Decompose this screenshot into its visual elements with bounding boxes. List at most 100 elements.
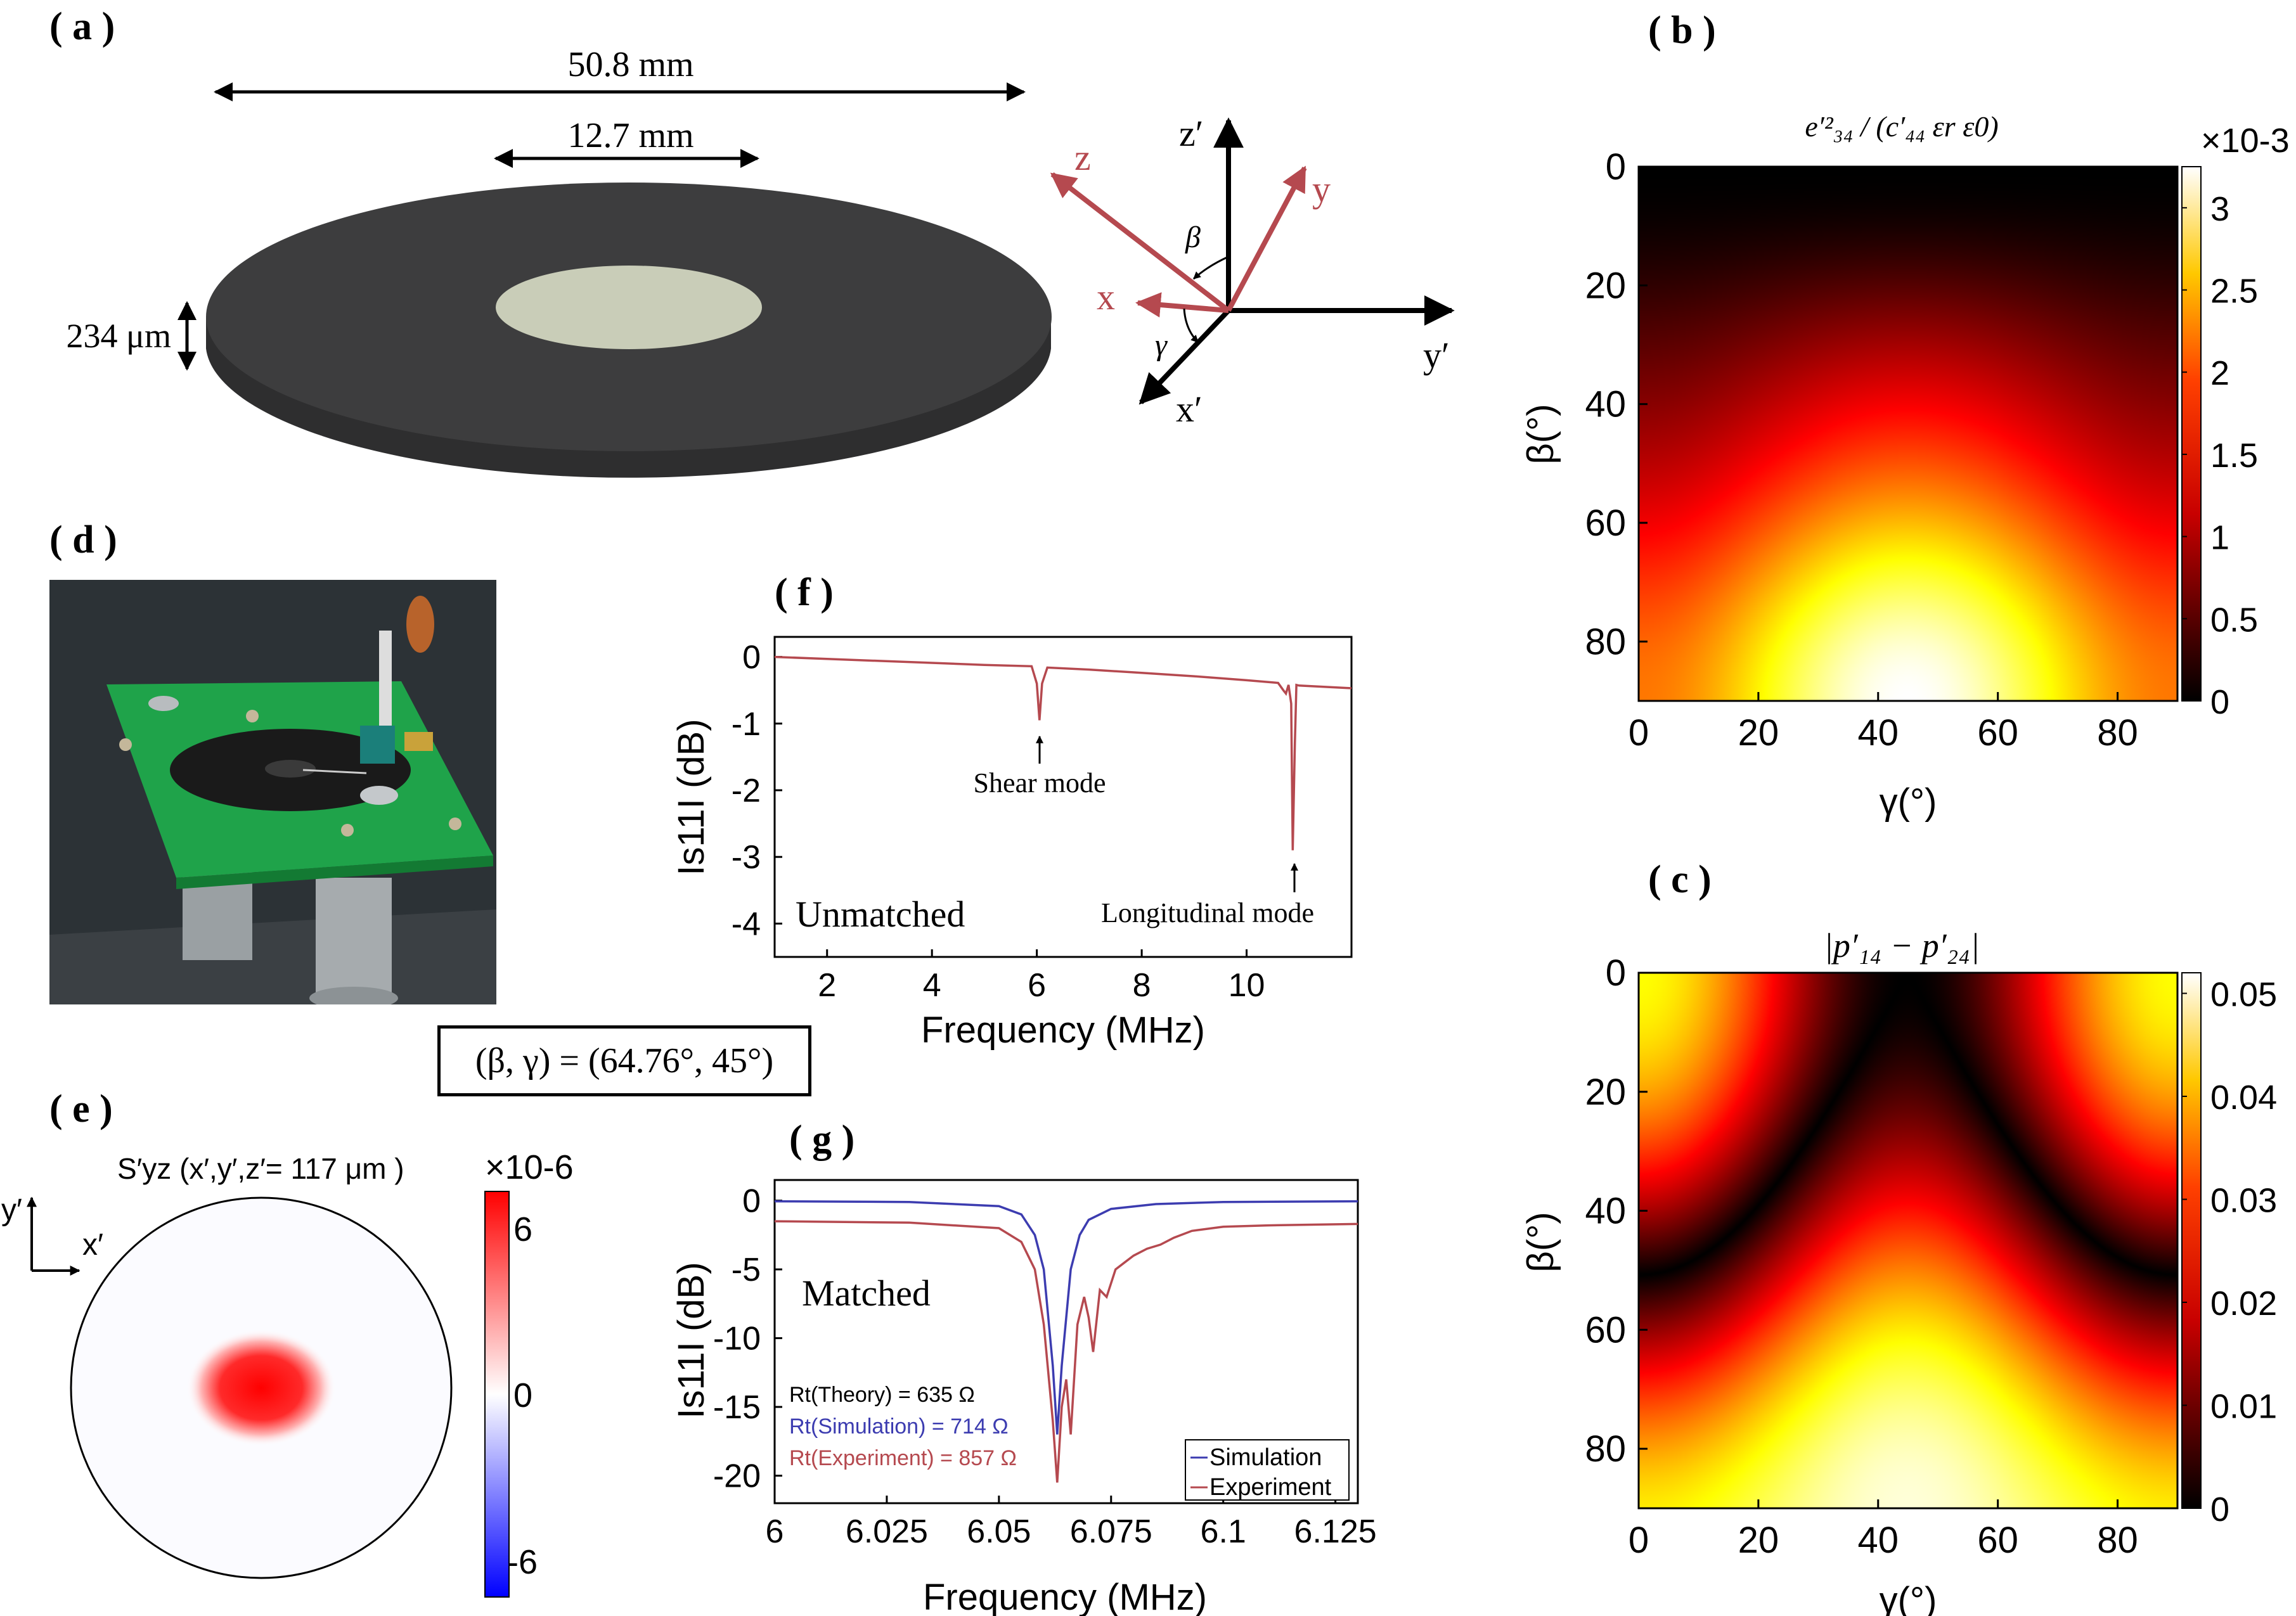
legend-simulation-label: Simulation [1209,1444,1322,1471]
panel-b: e′²₃₄ / (c′₄₄ εr ε0) 0 20 40 60 80020406080 … [1520,110,2290,823]
y-tick-label: -4 [732,906,761,942]
y-tick-label: -1 [732,706,761,743]
panel-e-colorbar-tick-mid: 0 [513,1376,532,1414]
chart-f-plot [774,655,1352,850]
x-tick-label: 0 [1628,712,1649,753]
e-y-label: y′ [1,1193,22,1227]
chart-g-frame [773,1179,1359,1504]
colorbar-tick-label: 0 [2210,683,2229,721]
y-axis [1226,165,1307,312]
panel-label-d: ( d ) [49,518,117,561]
chart-c-heatmap-holder [1639,973,2177,1508]
rt-experiment: Rt(Experiment) = 857 Ω [789,1446,1017,1470]
panel-c: |p′₁₄ − p′₂₄| 0 20 40 60 80 0 20 40 60 80 γ(°) β(… [1520,927,2277,1616]
chart-b-frame [1637,165,2179,702]
colorbar-tick-label: 1 [2210,519,2229,557]
panel-e-colorbar [484,1191,510,1598]
beta-label: β [1185,221,1201,254]
y-tick-label: -5 [732,1252,761,1288]
x-tick-label: 60 [1977,1520,2018,1561]
chart-g-axes: 6 6.025 6.05 6.075 6.1 6.125 0 -5 -10 -15 -20 [713,1183,1377,1550]
colorbar-tick-label: 0.5 [2210,601,2258,639]
x-tick-label: 6.1 [1201,1513,1246,1550]
transducer-photo [49,580,496,1004]
outer-dimension-label: 50.8 mm [567,45,693,84]
x-tick-label: 6.025 [846,1513,928,1550]
chart-c-axes: 0 20 40 60 80 0 20 40 60 80 [1585,952,2138,1561]
axes-diagram: z′ y′ x′ z y x β γ [1050,113,1455,430]
panel-label-f: ( f ) [775,571,834,614]
x-prime-axis [1138,309,1230,405]
series-line-1 [774,1220,1358,1483]
colorbar-tick-label: 0.02 [2210,1285,2277,1323]
chart-b-title: e′²₃₄ / (c′₄₄ εr ε0) [1805,110,1998,143]
x-tick-label: 6.125 [1294,1513,1377,1550]
panel-g: 6 6.025 6.05 6.075 6.1 6.125 0 -5 -10 -15 -20 Matc… [671,1179,1377,1616]
z-label: z [1074,137,1091,178]
x-tick-label: 8 [1133,967,1151,1004]
chart-b-heatmap [1639,167,2177,701]
chart-b-colorbar-exponent: ×10-3 [2201,122,2290,160]
y-tick-label: -15 [713,1389,761,1426]
chart-b-xlabel: γ(°) [1880,781,1937,823]
colorbar-tick-label: 2.5 [2210,273,2258,311]
y-tick-label: 0 [742,639,761,676]
y-tick-label: 20 [1585,1072,1626,1113]
series-line-0 [774,655,1352,850]
chart-g-ylabel: Is11I (dB) [671,1262,712,1418]
x-tick-label: 40 [1858,712,1899,753]
panel-e-colorbar-tick-top: 6 [513,1210,532,1248]
chart-f-xlabel: Frequency (MHz) [921,1010,1205,1051]
rt-simulation: Rt(Simulation) = 714 Ω [789,1414,1009,1439]
z-axis [1050,172,1230,313]
thickness-label: 234 μm [67,317,171,355]
strain-hotspot [186,1330,336,1446]
panel-label-c: ( c ) [1648,858,1712,901]
chart-g-label: Matched [802,1273,931,1314]
y-tick-label: 0 [1606,952,1626,994]
y-tick-label: 60 [1585,503,1626,544]
panel-label-b: ( b ) [1648,9,1716,52]
x-tick-label: 6.05 [967,1513,1031,1550]
colorbar-tick-label: 1.5 [2210,437,2258,475]
x-tick-label: 10 [1229,967,1265,1004]
panel-e-colorbar-exponent: ×10-6 [485,1148,574,1186]
chart-f-frame [773,636,1353,958]
y-label: y [1312,169,1331,210]
chart-g-legend: Simulation Experiment [1185,1439,1350,1501]
y-tick-label: -10 [713,1321,761,1357]
chart-b-ylabel: β(°) [1520,404,1561,464]
colorbar-tick-label: 0.04 [2210,1079,2277,1117]
y-tick-label: 60 [1585,1309,1626,1350]
x-label: x [1097,276,1115,317]
x-tick-label: 6.075 [1070,1513,1152,1550]
y-prime-label: y′ [1423,335,1450,376]
x-tick-label: 80 [2097,712,2138,753]
y-tick-label: 40 [1585,384,1626,425]
z-prime-label: z′ [1179,113,1203,154]
chart-g-plot [774,1200,1358,1483]
panel-label-e: ( e ) [49,1087,113,1131]
panel-label-g: ( g ) [789,1118,855,1161]
chart-f-annotation-longitudinal: Longitudinal mode [1101,897,1314,928]
electrode [496,266,762,349]
chart-b-colorbar-ticks: 3 2.5 2 1.5 1 0.5 0 [2182,190,2258,721]
y-tick-label: 0 [1606,146,1626,188]
chart-c-xlabel: γ(°) [1880,1580,1937,1616]
colorbar-tick-label: 0 [2210,1491,2229,1529]
x-tick-label: 40 [1858,1520,1899,1561]
legend-experiment-label: Experiment [1209,1474,1332,1501]
panel-f: 2 4 6 8 10 0 -1 -2 -3 -4 Unmatched Shear mode Lon… [671,636,1353,1051]
y-tick-label: 80 [1585,621,1626,662]
chart-c-heatmap [1639,973,2177,1508]
chart-b-heatmap-holder [1639,167,2177,701]
chart-b-colorbar [2181,166,2202,702]
y-tick-label: -20 [713,1458,761,1495]
x-prime-label: x′ [1176,388,1203,430]
panel-label-a: ( a ) [49,5,115,48]
y-tick-label: -3 [732,839,761,876]
x-axis [1135,292,1229,317]
chart-c-frame [1637,972,2179,1510]
chart-f-axes: 2 4 6 8 10 0 -1 -2 -3 -4 [732,639,1265,1004]
